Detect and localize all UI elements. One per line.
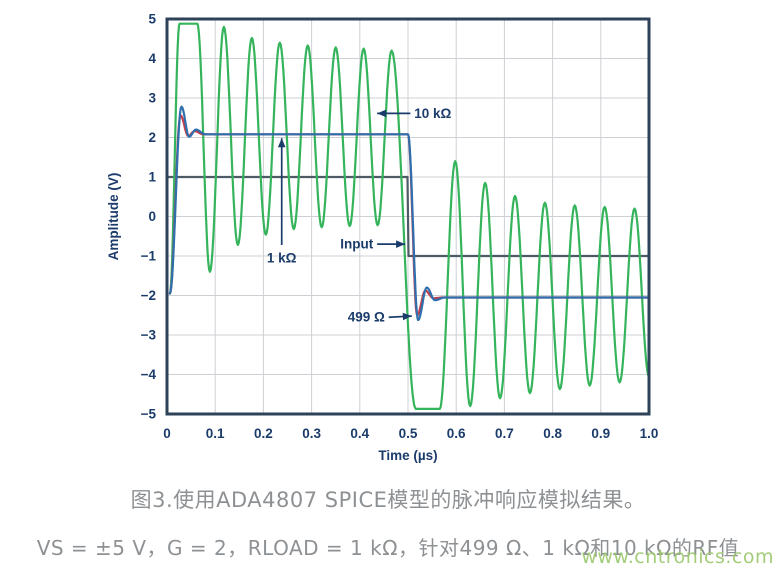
annotation-arrowhead [402, 312, 412, 321]
svg-text:0: 0 [163, 426, 171, 441]
annotation-label-499: 499 Ω [348, 310, 385, 325]
pulse-response-chart: 0 0.1 0.2 0.3 0.4 0.5 0.6 0.7 0.8 0.9 1.0 5 4 3 2 1 0 −1 −… [106, 12, 658, 464]
figure-subcaption: VS = ±5 V，G = 2，RLOAD = 1 kΩ，针对499 Ω、1 k… [36, 536, 740, 560]
x-axis-tick-labels: 0 0.1 0.2 0.3 0.4 0.5 0.6 0.7 0.8 0.9 1.0 [163, 426, 658, 441]
annotation-label-1k: 1 kΩ [267, 250, 297, 265]
x-axis-title: Time (µs) [378, 448, 437, 463]
svg-text:0.9: 0.9 [591, 426, 610, 441]
watermark: www.cntronics.com [581, 546, 774, 568]
y-axis-title: Amplitude (V) [106, 173, 121, 261]
svg-text:1: 1 [148, 170, 156, 185]
svg-text:0.8: 0.8 [543, 426, 562, 441]
svg-text:0.3: 0.3 [302, 426, 321, 441]
annotation-arrowhead [377, 109, 387, 118]
svg-text:−5: −5 [141, 407, 157, 422]
plot-border [165, 17, 651, 416]
svg-text:1.0: 1.0 [640, 426, 659, 441]
annotation-arrowhead [396, 240, 406, 248]
svg-text:3: 3 [148, 91, 156, 106]
svg-text:−4: −4 [141, 367, 157, 382]
svg-text:0.1: 0.1 [206, 426, 225, 441]
svg-text:0: 0 [148, 209, 156, 224]
svg-text:−2: −2 [141, 288, 156, 303]
svg-text:2: 2 [148, 130, 156, 145]
svg-text:0.6: 0.6 [447, 426, 466, 441]
svg-text:−1: −1 [141, 249, 157, 264]
annotation-arrowhead [277, 138, 286, 148]
annotation-label-10k: 10 kΩ [414, 106, 451, 121]
annotation-label-input: Input [340, 237, 373, 252]
svg-text:0.7: 0.7 [495, 426, 514, 441]
y-axis-tick-labels: 5 4 3 2 1 0 −1 −2 −3 −4 −5 [141, 12, 157, 422]
svg-text:4: 4 [148, 51, 156, 66]
svg-text:0.5: 0.5 [399, 426, 418, 441]
series-10k-line [168, 22, 651, 410]
annotations: 10 kΩ 1 kΩ Input 499 Ω [267, 106, 452, 325]
svg-text:5: 5 [148, 12, 156, 27]
svg-text:0.4: 0.4 [350, 426, 369, 441]
series-1k-line [168, 105, 651, 322]
figure-caption: 图3.使用ADA4807 SPICE模型的脉冲响应模拟结果。 [130, 488, 646, 512]
svg-text:−3: −3 [141, 328, 157, 343]
svg-text:0.2: 0.2 [254, 426, 273, 441]
